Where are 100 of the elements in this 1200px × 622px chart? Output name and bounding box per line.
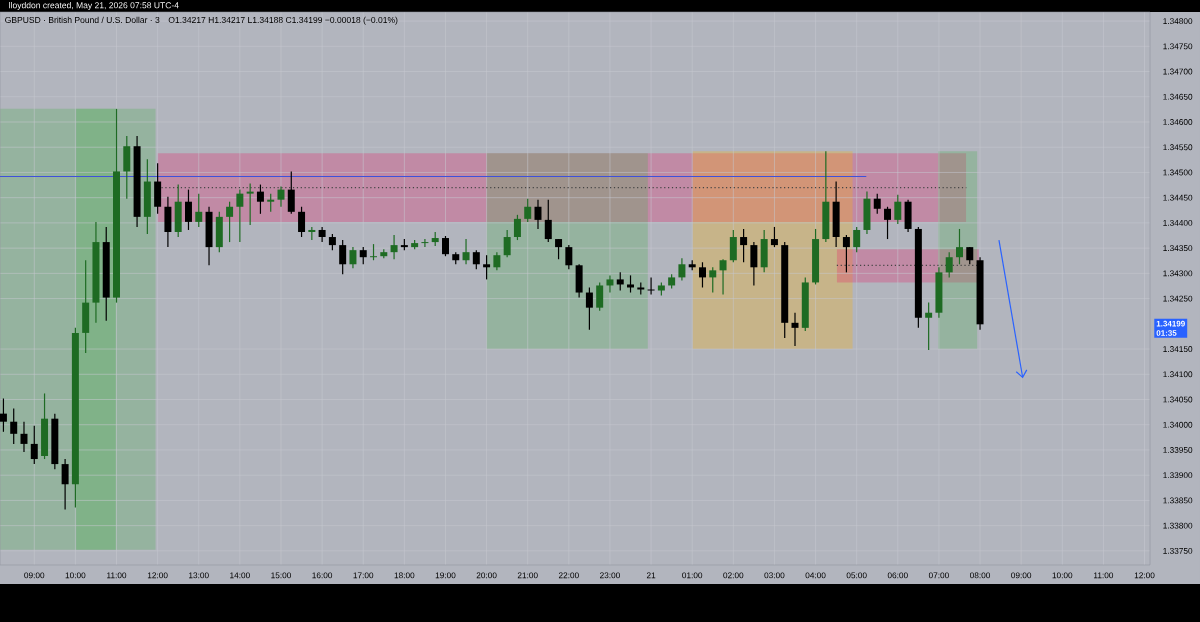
x-tick-label: 06:00 [887, 572, 908, 579]
x-tick-label: 09:00 [24, 572, 45, 579]
y-tick-label: 1.33750 [1163, 547, 1193, 554]
candlestick [20, 421, 28, 453]
candlestick [513, 214, 521, 241]
y-tick-label: 1.33800 [1163, 522, 1193, 529]
candlestick [339, 239, 347, 275]
candlestick [0, 397, 7, 433]
y-tick-label: 1.34650 [1163, 93, 1193, 100]
x-tick-label: 09:00 [1011, 572, 1032, 579]
x-tick-label: 12:00 [147, 572, 168, 579]
x-tick-label: 16:00 [312, 572, 333, 579]
x-tick-label: 01:00 [682, 572, 703, 579]
x-tick-label: 10:00 [65, 572, 86, 579]
x-tick-label: 17:00 [353, 572, 374, 579]
candlestick [544, 199, 552, 243]
y-tick-label: 1.34050 [1163, 396, 1193, 403]
candlestick [770, 226, 778, 248]
x-tick-label: 05:00 [846, 572, 867, 579]
x-tick-label: 08:00 [970, 572, 991, 579]
candlestick [719, 258, 727, 296]
candlestick [606, 274, 614, 294]
y-tick-label: 1.34150 [1163, 346, 1193, 352]
candlestick [184, 189, 192, 231]
chart-title: GBPUSD · British Pound / U.S. Dollar · 3 [5, 16, 160, 23]
x-tick-label: 18:00 [394, 572, 415, 579]
candlestick [246, 182, 254, 226]
candlestick [678, 257, 686, 282]
x-tick-label: 03:00 [764, 572, 785, 579]
candlestick [853, 226, 861, 253]
y-tick-label: 1.34600 [1163, 119, 1193, 125]
candlestick [61, 458, 69, 511]
candlestick [945, 251, 953, 278]
y-tick-label: 1.33850 [1163, 497, 1193, 504]
x-tick-label: 21 [646, 572, 656, 579]
y-tick-label: 1.34800 [1163, 18, 1193, 25]
candlestick [287, 170, 295, 215]
candlestick [256, 183, 264, 215]
candlestick [842, 234, 850, 273]
candlestick [421, 238, 429, 248]
y-tick-label: 1.34500 [1163, 169, 1193, 176]
y-tick-label: 1.34100 [1163, 371, 1193, 378]
candlestick [750, 241, 758, 287]
text: O1.34217 H1.34217 L1.34188 C1.34199 −0.00018 (−0.01%) [168, 16, 398, 25]
candlestick [226, 201, 234, 243]
candlestick [647, 276, 655, 296]
x-tick-label: 23:00 [600, 572, 620, 579]
candlestick [616, 271, 624, 292]
candlestick [10, 407, 18, 445]
text: 01:35 [1156, 330, 1177, 336]
y-tick-label: 1.34550 [1163, 144, 1193, 151]
candlestick [709, 266, 717, 294]
y-tick-label: 1.34700 [1163, 68, 1193, 75]
x-tick-label: 10:00 [1052, 572, 1073, 579]
y-tick-label: 1.34750 [1163, 43, 1193, 50]
candlestick [873, 193, 881, 215]
candlestick [462, 238, 470, 265]
candlestick [195, 193, 203, 228]
y-tick-label: 1.34450 [1163, 194, 1193, 201]
candlestick [483, 254, 491, 281]
y-tick-label: 1.34250 [1163, 295, 1193, 302]
candlestick [349, 246, 357, 269]
x-tick-label: 22:00 [558, 572, 579, 579]
candlestick [503, 229, 511, 258]
x-tick-label: 02:00 [723, 572, 744, 579]
text: 1.34199 [1156, 320, 1185, 327]
x-tick-label: 07:00 [928, 572, 949, 579]
text: lloyddon created, May 21, 2026 07:58 UTC-4 [9, 2, 179, 10]
x-tick-label: 04:00 [805, 572, 826, 579]
candlestick [596, 281, 604, 312]
x-tick-label: 19:00 [435, 572, 456, 579]
candlestick [884, 206, 892, 240]
candlestick [524, 198, 532, 223]
candlestick [493, 251, 501, 271]
x-tick-label: 13:00 [189, 572, 209, 579]
x-tick-label: 11:00 [1094, 572, 1114, 579]
x-tick-label: 20:00 [476, 572, 497, 579]
candlestick [472, 249, 480, 270]
x-tick-label: 15:00 [271, 572, 291, 579]
candlestick [236, 189, 244, 243]
candlestick [267, 193, 275, 213]
candlestick [955, 228, 963, 265]
x-tick-label: 11:00 [107, 572, 127, 579]
y-tick-label: 1.33950 [1163, 447, 1193, 453]
candlestick [565, 244, 573, 270]
y-tick-label: 1.34400 [1163, 219, 1193, 226]
candlestick [298, 206, 306, 238]
candlestick [30, 425, 38, 465]
candlestick [698, 261, 706, 289]
candlestick [740, 228, 748, 263]
y-tick-label: 1.34350 [1163, 245, 1193, 252]
y-tick-label: 1.34000 [1163, 421, 1193, 428]
candlestick [390, 234, 398, 260]
y-tick-label: 1.33900 [1163, 472, 1193, 479]
x-tick-label: 12:00 [1134, 572, 1155, 579]
candlestick [894, 194, 902, 225]
y-tick-label: 1.34300 [1163, 270, 1193, 277]
candlestick [555, 238, 563, 260]
x-tick-label: 21:00 [517, 572, 538, 579]
candlestick [729, 229, 737, 263]
